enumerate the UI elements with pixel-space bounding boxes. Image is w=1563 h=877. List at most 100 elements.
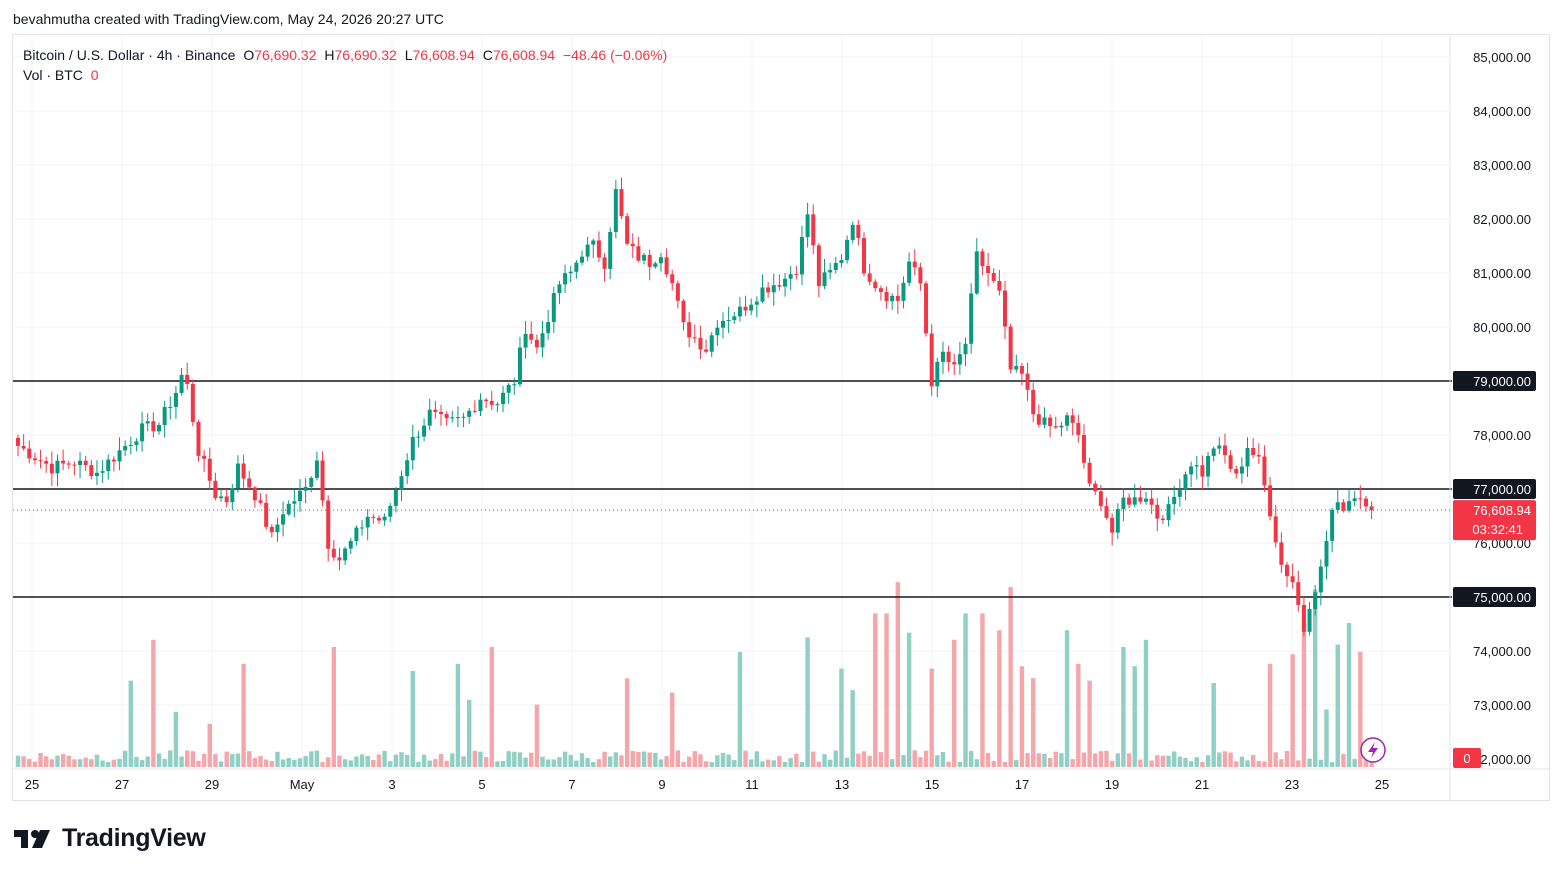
candle-body	[580, 256, 584, 263]
candle-body	[828, 269, 833, 273]
volume-bar	[213, 754, 218, 767]
chart-frame[interactable]	[12, 34, 1550, 801]
candle-body	[529, 333, 534, 340]
last-price-label: 76,608.94	[1473, 503, 1531, 518]
level-price-tag	[1453, 371, 1536, 391]
candle-body	[647, 254, 652, 267]
volume-bar	[1177, 756, 1183, 767]
volume-bar	[737, 651, 743, 767]
volume-bar	[269, 760, 274, 767]
volume-bar	[506, 751, 511, 767]
volume-bar	[1318, 759, 1324, 767]
time-axis-tick-label: 23	[1285, 777, 1299, 792]
volume-bar	[782, 762, 788, 767]
volume-bar	[89, 759, 94, 767]
legend-symbol[interactable]: Bitcoin / U.S. Dollar · 4h · Binance	[23, 47, 236, 63]
level-price-label: 79,000.00	[1473, 374, 1531, 389]
candle-body	[816, 245, 821, 287]
candle-body	[1341, 502, 1346, 511]
volume-bar	[1070, 759, 1075, 767]
volume-bar	[653, 752, 658, 767]
bolt-icon[interactable]	[1360, 737, 1386, 763]
candle-body	[1296, 582, 1301, 605]
candle-body	[252, 487, 257, 501]
candle-body	[416, 436, 421, 438]
candle-body	[1256, 455, 1261, 457]
candle-body	[331, 548, 336, 558]
volume-bar	[1205, 755, 1211, 767]
candle-body	[952, 362, 957, 365]
time-axis[interactable]: 25 27 29 May 3 5 7 9 11 13 15 17 19 21 23 25	[13, 35, 1549, 800]
candle-body	[969, 293, 974, 344]
volume-bar	[15, 755, 21, 767]
candle-body	[461, 416, 466, 418]
chart-legend: Bitcoin / U.S. Dollar · 4h · Binance O76…	[23, 45, 671, 85]
candle-body	[856, 224, 861, 238]
volume-bar	[749, 759, 754, 767]
candle-body	[596, 240, 601, 258]
candle-body	[517, 347, 522, 385]
volume-bar	[873, 613, 878, 767]
volume-bar	[44, 756, 49, 767]
candle-body	[399, 476, 404, 490]
volume-bar	[60, 754, 66, 767]
volume-bar	[483, 757, 489, 767]
volume-bar	[32, 761, 38, 767]
volume-bar	[55, 755, 60, 767]
volume-bar	[100, 760, 105, 767]
volume-bar	[1014, 760, 1019, 767]
candle-body	[16, 437, 20, 446]
volume-bar	[1273, 752, 1278, 767]
volume-bar	[788, 758, 793, 767]
candle-body	[608, 231, 613, 269]
volume-bar	[1290, 654, 1295, 767]
candle-body	[393, 489, 398, 506]
candle-body	[207, 458, 212, 481]
volume-bar	[388, 761, 393, 767]
volume-bar	[794, 753, 799, 767]
candle-body	[935, 361, 940, 387]
volume-bar	[647, 752, 652, 767]
volume-bar	[1211, 683, 1216, 767]
volume-bar	[1250, 755, 1256, 767]
candle-body	[613, 189, 618, 232]
brand[interactable]: TradingView	[14, 824, 206, 853]
volume-tag	[1453, 748, 1481, 768]
volume-bar	[884, 613, 889, 767]
legend-volume-label[interactable]: Vol · BTC	[23, 67, 83, 83]
candle-body	[314, 460, 319, 478]
last-price-tag	[1453, 500, 1536, 541]
volume-bar	[438, 753, 444, 767]
volume-bar	[207, 723, 212, 767]
candle-body	[157, 424, 161, 432]
candle-body	[957, 354, 962, 365]
candle-body	[912, 261, 917, 268]
candle-body	[918, 267, 923, 284]
candle-body	[642, 254, 647, 261]
volume-bar	[337, 755, 342, 767]
volume-bar	[906, 632, 912, 767]
volume-bar	[444, 760, 449, 767]
volume-bar	[686, 756, 692, 767]
candle-body	[269, 526, 274, 533]
candle-body	[636, 246, 641, 261]
volume-bar	[771, 760, 776, 767]
volume-bar	[122, 750, 128, 767]
volume-bar	[670, 692, 675, 767]
candle-body	[1098, 491, 1103, 507]
candle-body	[72, 464, 77, 466]
horizontal-levels[interactable]	[13, 380, 1452, 598]
price-axis[interactable]: 79,000.00 77,000.00 75,000.00 85,000.00 84,0…	[1453, 50, 1536, 767]
volume-bar	[376, 754, 382, 767]
volume-bar	[489, 647, 494, 767]
candle-body	[173, 392, 178, 407]
volume-bar	[348, 760, 353, 767]
time-axis-tick-label: 25	[25, 777, 39, 792]
volume-bar	[139, 760, 145, 767]
candle-body	[721, 320, 725, 328]
volume-bar	[681, 762, 686, 767]
candle-body	[732, 316, 737, 320]
candle-body	[286, 503, 291, 515]
volume-bar	[218, 761, 224, 767]
